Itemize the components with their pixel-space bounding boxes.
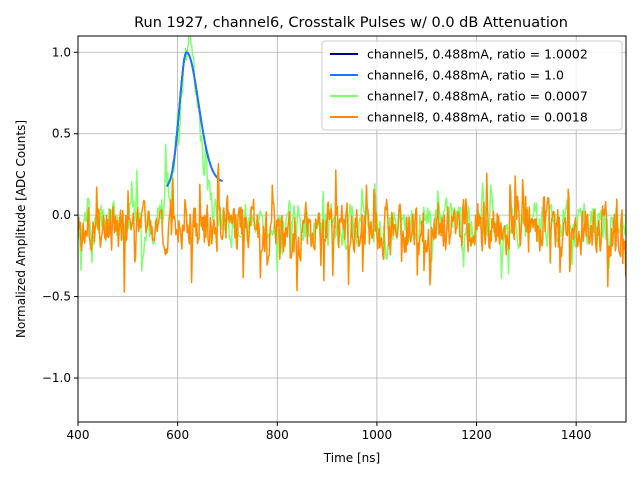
y-tick-label: 1.0 [52,45,71,59]
x-axis-label: Time [ns] [323,451,380,465]
x-tick-label: 800 [266,428,289,442]
x-tick-label: 1200 [461,428,492,442]
y-axis: −1.0 −0.5 0.0 0.5 1.0 [42,45,78,385]
legend-label: channel5, 0.488mA, ratio = 1.0002 [367,47,588,62]
plot-frame [77,35,627,423]
series-line-channel6 [165,51,223,187]
y-tick-label: −1.0 [42,371,71,385]
x-axis: 400 600 800 1000 1200 1400 [67,422,592,442]
series-line-channel8 [78,162,626,293]
y-tick-label: −0.5 [42,290,71,304]
series-line-channel7 [78,36,626,280]
series-layer [78,36,626,293]
y-tick-label: 0.0 [52,208,71,222]
legend: channel5, 0.488mA, ratio = 1.0002 channel… [321,40,623,131]
chart-title: Run 1927, channel6, Crosstalk Pulses w/ … [134,15,568,31]
legend-label: channel7, 0.488mA, ratio = 0.0007 [367,89,588,104]
x-tick-label: 400 [67,428,90,442]
x-tick-label: 1400 [561,428,592,442]
legend-label: channel6, 0.488mA, ratio = 1.0 [367,68,564,83]
x-tick-label: 1000 [362,428,393,442]
y-axis-label: Normalized Amplitude [ADC Counts] [14,120,28,338]
y-tick-label: 0.5 [52,127,71,141]
x-tick-label: 600 [166,428,189,442]
legend-box [321,40,623,131]
legend-label: channel8, 0.488mA, ratio = 0.0018 [367,110,588,125]
